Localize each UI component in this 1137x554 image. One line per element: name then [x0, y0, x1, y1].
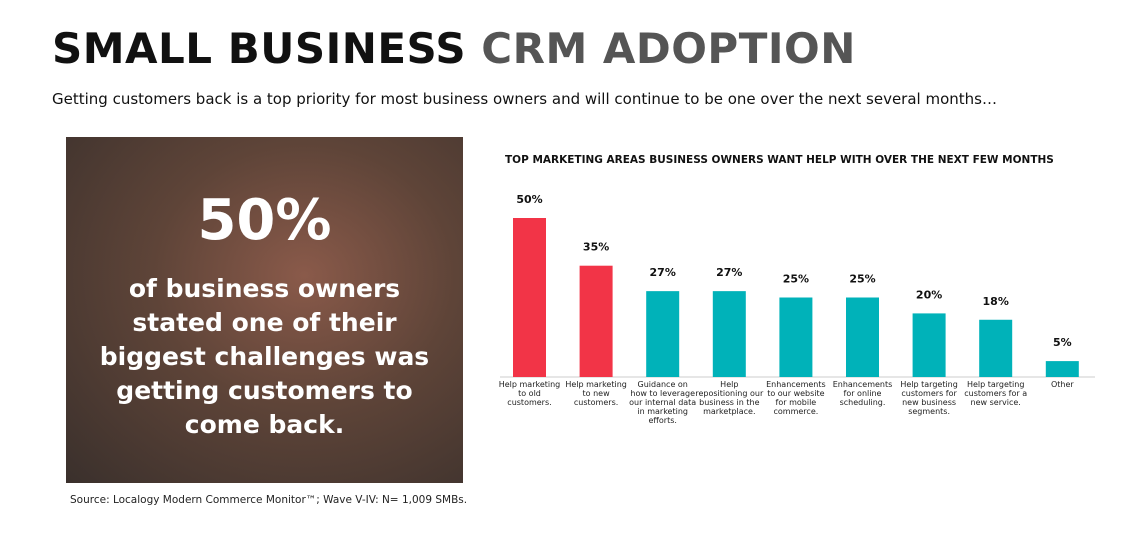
photo — [66, 137, 463, 483]
x-tick-label: Enhancements to our website for mobile c… — [766, 380, 826, 416]
value-label: 25% — [849, 273, 875, 286]
value-label: 20% — [916, 288, 942, 301]
value-label: 25% — [783, 273, 809, 286]
callout-text: of business owners stated one of their b… — [99, 274, 430, 439]
value-label: 27% — [716, 266, 742, 279]
bar — [1045, 361, 1079, 377]
chart-title: TOP MARKETING AREAS BUSINESS OWNERS WANT… — [505, 154, 1054, 166]
bar — [712, 291, 746, 377]
bar — [646, 291, 680, 377]
value-label: 35% — [583, 241, 609, 254]
x-tick-label: Other — [1050, 380, 1074, 389]
title-dark: SMALL BUSINESS — [52, 24, 467, 73]
value-label: 18% — [983, 295, 1009, 308]
bar — [912, 313, 946, 377]
x-tick-label: Help targeting customers for new busines… — [900, 380, 958, 416]
bar — [513, 218, 546, 377]
value-label: 50% — [516, 193, 542, 206]
x-tick-label: Help marketing to new customers. — [565, 380, 627, 407]
bar — [846, 297, 879, 377]
value-label: 5% — [1053, 336, 1072, 349]
subtitle: Getting customers back is a top priority… — [52, 90, 997, 108]
x-tick-label: Help marketing to old customers. — [498, 380, 561, 407]
value-label: 27% — [650, 266, 676, 279]
x-tick-label: Enhancements for online scheduling. — [832, 380, 893, 407]
callout-stat: 50% — [197, 188, 332, 253]
x-tick-label: Help repositioning our business in the m… — [695, 380, 764, 416]
x-tick-label: Guidance on how to leverage our internal… — [629, 380, 697, 425]
bar — [979, 319, 1013, 377]
bar — [579, 265, 613, 377]
title-light: CRM ADOPTION — [481, 24, 856, 73]
source: Source: Localogy Modern Commerce Monitor… — [70, 494, 468, 506]
title: SMALL BUSINESS CRM ADOPTION — [52, 24, 856, 73]
x-tick-label: Help targeting customers for a new servi… — [964, 380, 1028, 407]
bar — [779, 297, 813, 377]
